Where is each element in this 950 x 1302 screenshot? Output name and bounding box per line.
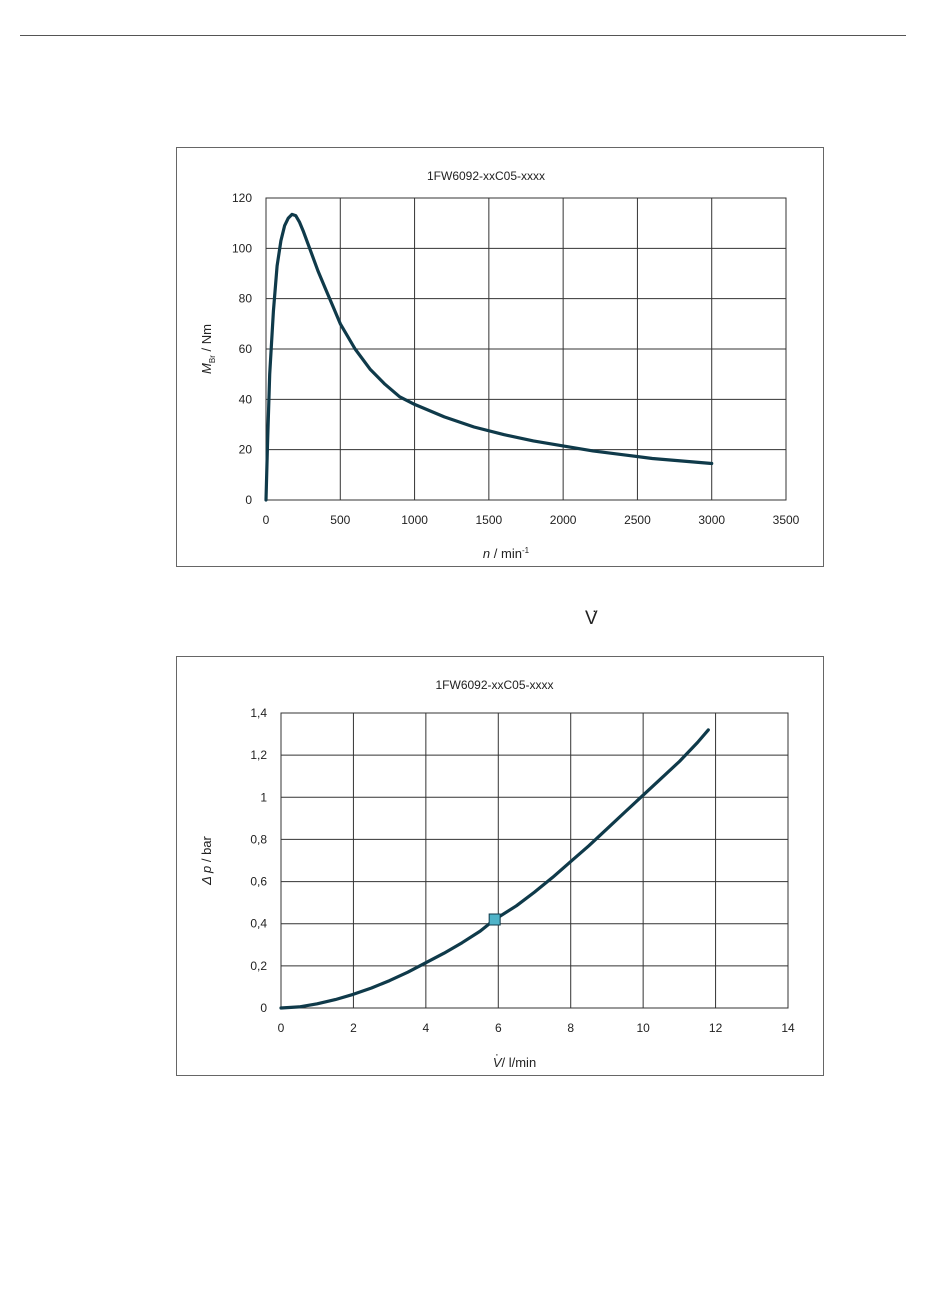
chart0-y-tick-label: 20 xyxy=(239,443,253,457)
chart1-x-tick-label: 2 xyxy=(350,1021,357,1035)
chart0-y-tick-label: 80 xyxy=(239,292,253,306)
chart1-y-tick-label: 0,6 xyxy=(250,875,267,889)
chart0-y-tick-label: 40 xyxy=(239,392,253,406)
chart1-y-axis-label: Δ p / bar xyxy=(199,835,214,885)
chart0-x-axis-unit: / min xyxy=(490,546,522,561)
chart0-y-tick-label: 60 xyxy=(239,342,253,356)
header-rule xyxy=(20,35,906,36)
chart1-x-axis-unit: / l/min xyxy=(502,1055,537,1070)
chart1-x-axis-label: V/ l/min xyxy=(493,1055,536,1070)
chart0-y-tick-label: 0 xyxy=(245,493,252,507)
chart1-y-tick-label: 1 xyxy=(260,790,267,804)
chart0-y-axis-label: MBr / Nm xyxy=(199,324,217,374)
volume-flow-symbol-dot: · xyxy=(592,602,597,618)
chart1-plot-area xyxy=(280,712,789,1009)
chart0-x-axis-sup: -1 xyxy=(522,546,530,555)
chart1-x-tick-label: 10 xyxy=(636,1021,650,1035)
chart1-title: 1FW6092-xxC05-xxxx xyxy=(435,678,553,692)
chart1-x-tick-label: 6 xyxy=(495,1021,502,1035)
chart1-y-tick-label: 1,2 xyxy=(250,748,267,762)
chart0-x-tick-label: 1000 xyxy=(401,513,428,527)
chart0-x-tick-label: 2500 xyxy=(624,513,651,527)
chart0-x-axis-label: n / min-1 xyxy=(483,546,530,561)
chart1-y-tick-label: 0 xyxy=(260,1001,267,1015)
chart1-x-tick-label: 14 xyxy=(781,1021,795,1035)
chart-pressure-drop: 1FW6092-xxC05-xxxx 0 2 4 6 8 10 12 14 0 0,2 0,4 0,6 0… xyxy=(176,656,824,1076)
chart0-x-axis-var: n xyxy=(483,546,490,561)
volume-flow-symbol: V · xyxy=(585,602,598,630)
chart0-title: 1FW6092-xxC05-xxxx xyxy=(427,169,545,183)
chart1-y-tick-label: 0,4 xyxy=(250,917,267,931)
chart1-y-axis-unit: / bar xyxy=(199,835,214,865)
chart-braking-torque: 1FW6092-xxC05-xxxx 0 500 1000 1500 2000 2500 30… xyxy=(176,147,824,567)
chart1-x-axis-var: V xyxy=(493,1055,503,1070)
chart0-y-axis-var: M xyxy=(199,363,214,374)
chart0-y-axis-unit: / Nm xyxy=(199,324,214,355)
chart0-y-tick-label: 120 xyxy=(232,191,252,205)
chart1-x-tick-label: 8 xyxy=(567,1021,574,1035)
chart1-y-axis-var: Δ p xyxy=(199,866,214,886)
chart1-x-axis-dot: · xyxy=(495,1047,499,1061)
chart0-x-tick-label: 500 xyxy=(330,513,350,527)
chart1-operating-point-marker xyxy=(488,913,501,926)
chart0-x-tick-label: 0 xyxy=(263,513,270,527)
chart0-y-tick-label: 100 xyxy=(232,241,252,255)
chart0-x-tick-label: 2000 xyxy=(550,513,577,527)
chart1-y-tick-label: 0,8 xyxy=(250,832,267,846)
chart1-y-tick-label: 0,2 xyxy=(250,959,267,973)
chart0-x-tick-label: 3500 xyxy=(773,513,800,527)
chart-pressure-drop-svg: 1FW6092-xxC05-xxxx 0 2 4 6 8 10 12 14 0 0,2 0,4 0,6 0… xyxy=(199,678,795,1070)
volume-flow-symbol-text: V xyxy=(585,608,598,629)
chart1-x-tick-label: 4 xyxy=(423,1021,430,1035)
chart1-x-tick-label: 0 xyxy=(278,1021,285,1035)
chart1-y-tick-label: 1,4 xyxy=(250,706,267,720)
chart0-y-axis-sub: Br xyxy=(208,355,217,363)
chart0-series-line xyxy=(264,212,714,502)
chart0-x-tick-label: 1500 xyxy=(476,513,503,527)
chart1-x-tick-label: 12 xyxy=(709,1021,723,1035)
chart0-x-tick-label: 3000 xyxy=(698,513,725,527)
